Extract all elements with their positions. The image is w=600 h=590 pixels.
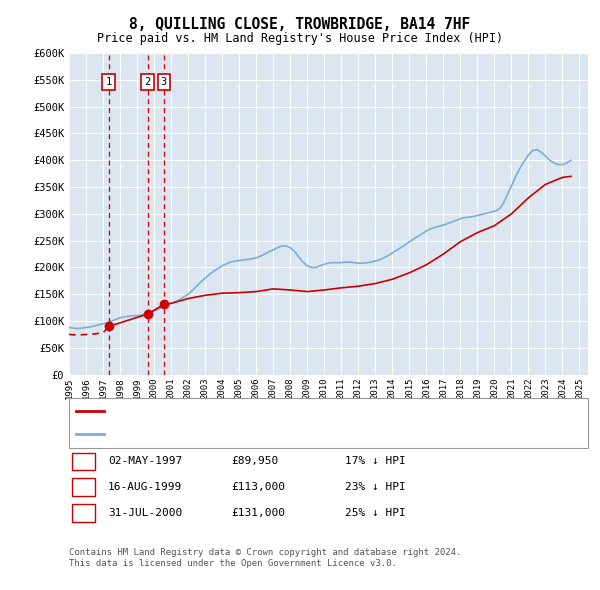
Text: 16-AUG-1999: 16-AUG-1999 <box>108 482 182 491</box>
Text: 23% ↓ HPI: 23% ↓ HPI <box>345 482 406 491</box>
Text: Price paid vs. HM Land Registry's House Price Index (HPI): Price paid vs. HM Land Registry's House … <box>97 32 503 45</box>
Text: 3: 3 <box>161 77 167 87</box>
Text: £131,000: £131,000 <box>231 509 285 518</box>
Text: £113,000: £113,000 <box>231 482 285 491</box>
Text: Contains HM Land Registry data © Crown copyright and database right 2024.
This d: Contains HM Land Registry data © Crown c… <box>69 548 461 568</box>
Text: 1: 1 <box>106 77 112 87</box>
Text: 8, QUILLING CLOSE, TROWBRIDGE, BA14 7HF: 8, QUILLING CLOSE, TROWBRIDGE, BA14 7HF <box>130 17 470 32</box>
Text: 25% ↓ HPI: 25% ↓ HPI <box>345 509 406 518</box>
Text: 17% ↓ HPI: 17% ↓ HPI <box>345 457 406 466</box>
Text: 02-MAY-1997: 02-MAY-1997 <box>108 457 182 466</box>
Text: HPI: Average price, detached house, Wiltshire: HPI: Average price, detached house, Wilt… <box>110 429 391 438</box>
Text: 2: 2 <box>145 77 151 87</box>
Text: 3: 3 <box>80 509 87 518</box>
Text: 8, QUILLING CLOSE, TROWBRIDGE, BA14 7HF (detached house): 8, QUILLING CLOSE, TROWBRIDGE, BA14 7HF … <box>110 407 460 416</box>
Text: £89,950: £89,950 <box>231 457 278 466</box>
Text: 31-JUL-2000: 31-JUL-2000 <box>108 509 182 518</box>
Text: 2: 2 <box>80 482 87 491</box>
Text: 1: 1 <box>80 457 87 466</box>
